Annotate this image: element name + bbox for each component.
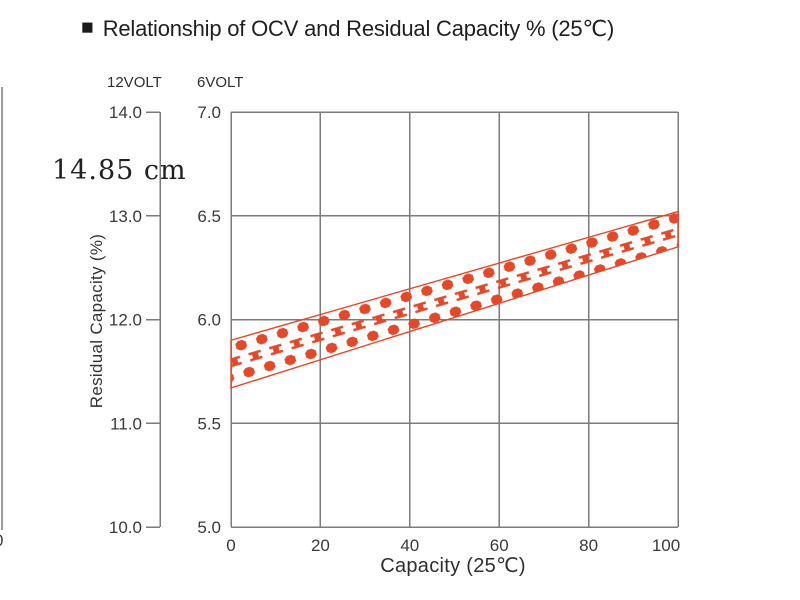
tick-label-12volt: 11.0: [110, 414, 142, 433]
tick-label-x: 0: [226, 536, 235, 555]
x-axis-title: Capacity (25℃): [380, 555, 526, 577]
cropped-axis-label: 0: [0, 531, 3, 550]
tick-label-6volt: 7.0: [197, 103, 221, 122]
tick-label-6volt: 6.0: [197, 311, 221, 330]
tick-label-12volt: 13.0: [109, 207, 142, 226]
tick-label-12volt: 10.0: [109, 518, 142, 537]
tick-label-x: 100: [652, 536, 680, 555]
tick-label-6volt: 5.0: [197, 518, 221, 537]
cropped-left-axis-artifact: 0: [0, 87, 3, 550]
tick-label-12volt: 12.0: [109, 311, 142, 330]
chart-title: Relationship of OCV and Residual Capacit…: [102, 16, 615, 41]
tick-label-x: 80: [579, 536, 598, 555]
tick-label-x: 60: [490, 536, 509, 555]
axis-header-12volt: 12VOLT: [107, 74, 162, 91]
tick-label-12volt: 14.0: [109, 103, 142, 122]
tick-labels-6volt: 7.0 6.5 6.0 5.5 5.0: [197, 103, 221, 537]
axis-header-6volt: 6VOLT: [197, 74, 244, 91]
tick-labels-12volt: 14.0 13.0 12.0 11.0 10.0: [109, 103, 142, 537]
tick-label-x: 40: [400, 536, 419, 555]
tick-label-6volt: 6.5: [197, 207, 221, 226]
tick-label-6volt: 5.5: [197, 414, 221, 433]
grid-lines: [230, 111, 679, 528]
ocv-band: [230, 210, 679, 389]
measurement-watermark: 14.85 cm: [52, 155, 187, 186]
ocv-band-area: [230, 210, 679, 389]
tick-labels-x: 0 20 40 60 80 100: [226, 536, 680, 555]
y-axis-title: Residual Capacity (%): [87, 233, 106, 409]
chart-title-row: ■ Relationship of OCV and Residual Capac…: [81, 16, 614, 42]
axis-12volt: [146, 111, 161, 528]
tick-label-x: 20: [311, 536, 330, 555]
title-bullet-icon: ■: [81, 15, 94, 39]
